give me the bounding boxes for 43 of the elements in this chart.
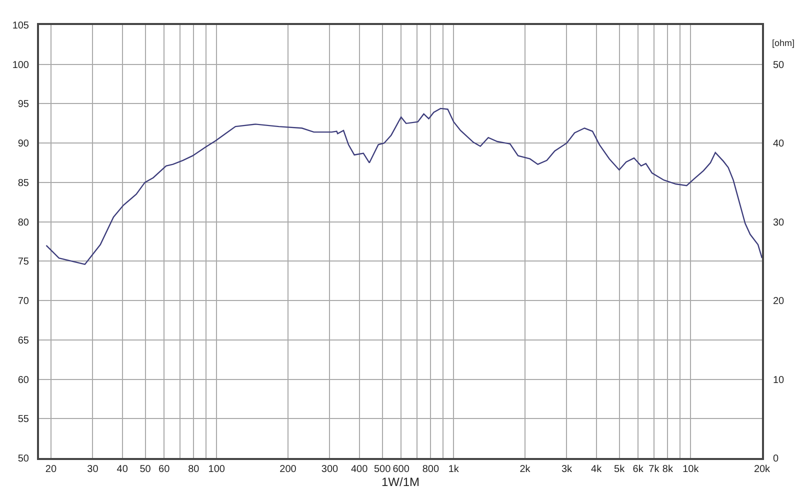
- x-tick-label: 20k: [754, 464, 772, 475]
- x-tick-label: 300: [321, 464, 339, 475]
- y2-tick-label: 0: [773, 454, 779, 464]
- y-tick-label: 100: [12, 60, 30, 71]
- y-tick-label: 105: [12, 20, 30, 32]
- x-tick-label: 60: [158, 464, 170, 475]
- y2-tick-label: 40: [773, 138, 785, 150]
- x-tick-label: 400: [350, 464, 368, 475]
- x-axis-title: 1W/1M: [381, 475, 420, 489]
- y-tick-label: 65: [18, 335, 30, 346]
- x-tick-label: 50: [140, 464, 152, 475]
- x-tick-label: 500: [374, 464, 392, 475]
- y-tick-label: 55: [18, 414, 30, 426]
- x-tick-label: 8k: [662, 464, 674, 475]
- x-tick-label: 800: [422, 464, 440, 475]
- x-tick-label: 100: [208, 464, 226, 475]
- y-tick-label: 85: [18, 178, 30, 189]
- x-tick-label: 200: [280, 464, 297, 475]
- x-tick-label: 20: [45, 464, 57, 475]
- x-tick-label: 6k: [632, 464, 644, 475]
- y2-axis-title: [ohm]: [772, 38, 795, 48]
- y-tick-label: 50: [18, 454, 30, 464]
- x-tick-label: 4k: [591, 464, 603, 475]
- y-tick-label: 95: [18, 99, 30, 110]
- y2-tick-label: 10: [773, 374, 785, 386]
- x-tick-label: 7k: [648, 464, 660, 475]
- y2-tick-label: 20: [773, 296, 785, 308]
- x-tick-label: 80: [188, 464, 200, 475]
- y-tick-label: 60: [18, 374, 30, 386]
- x-tick-label: 40: [116, 464, 128, 475]
- x-tick-label: 2k: [520, 464, 532, 475]
- y-tick-label: 70: [18, 296, 30, 308]
- x-tick-label: 1k: [448, 464, 460, 475]
- y-tick-label: 90: [18, 138, 30, 150]
- x-tick-label: 10k: [682, 464, 700, 475]
- y2-tick-label: 30: [773, 217, 785, 228]
- x-tick-label: 30: [87, 464, 99, 475]
- y-tick-label: 75: [18, 256, 30, 268]
- x-tick-label: 3k: [561, 464, 574, 475]
- x-tick-label: 5k: [614, 464, 626, 475]
- y-tick-label: 80: [18, 217, 30, 228]
- x-tick-label: 600: [392, 464, 410, 475]
- y2-tick-label: 50: [773, 60, 785, 71]
